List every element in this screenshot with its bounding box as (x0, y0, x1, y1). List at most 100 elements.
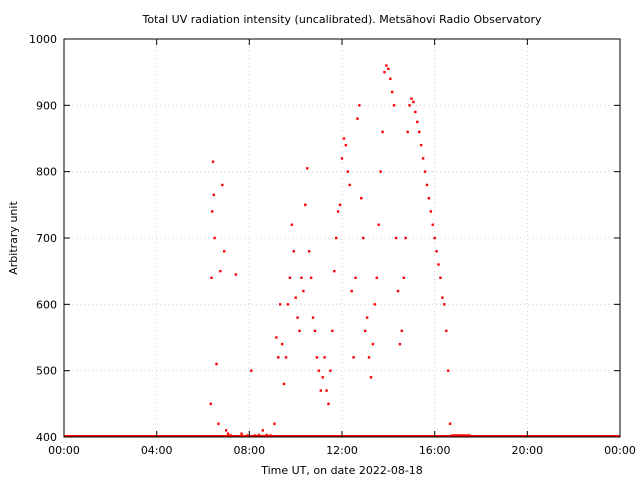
data-point (416, 120, 419, 124)
data-point (456, 434, 460, 437)
data-point (458, 434, 461, 437)
data-point (460, 434, 463, 437)
data-point (402, 276, 405, 279)
data-point (284, 356, 288, 359)
data-point (462, 434, 465, 437)
data-point (306, 167, 309, 170)
data-point (367, 356, 371, 359)
data-point (385, 64, 388, 67)
data-point (329, 369, 332, 372)
data-point (340, 157, 344, 160)
data-point (468, 434, 471, 437)
data-point (464, 434, 467, 437)
data-point (288, 276, 292, 279)
data-point (441, 296, 444, 299)
data-point (333, 269, 336, 273)
data-point (443, 303, 446, 306)
data-point (296, 316, 299, 319)
y-axis-label: Arbitrary unit (7, 201, 20, 275)
data-point (211, 160, 215, 163)
y-tick-label: 400 (36, 431, 57, 444)
data-point (371, 342, 375, 346)
data-point (435, 250, 438, 253)
data-point (352, 356, 355, 359)
data-point (342, 137, 346, 140)
data-point (410, 97, 413, 100)
data-point (466, 434, 469, 437)
data-point (398, 342, 402, 346)
data-point (363, 329, 367, 333)
data-point (325, 389, 328, 392)
data-point (226, 432, 230, 435)
data-point (389, 77, 392, 80)
data-point (309, 276, 313, 279)
y-tick-label: 500 (36, 365, 57, 378)
data-point (437, 263, 440, 266)
data-point (406, 130, 409, 134)
data-point (354, 276, 357, 279)
axis-ticks: 00:00 04:00 08:00 12:00 16:00 20:00 00:0040050… (29, 33, 636, 457)
data-point (356, 117, 359, 120)
y-tick-label: 900 (36, 99, 57, 112)
data-point (286, 303, 290, 306)
data-point (431, 223, 434, 226)
data-point (261, 429, 265, 432)
data-point (275, 336, 278, 339)
data-point (327, 402, 330, 406)
y-tick-label: 700 (36, 232, 57, 245)
data-point (439, 276, 442, 279)
data-point (223, 250, 226, 253)
data-point (338, 203, 342, 207)
data-point (315, 356, 319, 359)
data-point (369, 376, 373, 379)
data-point (212, 193, 216, 197)
x-tick-label: 04:00 (141, 444, 173, 457)
data-point (294, 296, 297, 299)
x-axis-label: Time UT, on date 2022-08-18 (260, 464, 423, 477)
data-point (307, 250, 311, 253)
data-point (277, 356, 280, 359)
data-point (454, 434, 458, 437)
data-point (383, 70, 386, 74)
data-point (429, 210, 433, 213)
data-point (273, 422, 276, 425)
data-point (313, 329, 317, 333)
data-point (392, 104, 396, 107)
data-point (213, 236, 216, 240)
data-point (390, 90, 394, 94)
data-point (414, 110, 417, 114)
data-point (400, 329, 404, 333)
data-point (344, 143, 348, 147)
data-point (335, 236, 338, 240)
data-point (452, 434, 456, 437)
data-point (412, 100, 415, 104)
data-point (317, 369, 321, 372)
data-point (427, 197, 431, 200)
data-point (421, 157, 425, 160)
grid-lines (64, 39, 620, 437)
data-point (394, 236, 398, 240)
data-point (219, 269, 222, 273)
data-point (282, 382, 286, 386)
data-point (448, 422, 452, 425)
y-tick-label: 800 (36, 166, 57, 179)
data-point (348, 183, 351, 187)
data-point (229, 434, 232, 437)
data-point (298, 329, 301, 333)
data-point (375, 276, 378, 279)
data-point (362, 236, 365, 240)
data-point (215, 362, 218, 366)
data-point (358, 104, 361, 107)
data-point (350, 289, 353, 293)
data-point (209, 402, 212, 406)
data-point (269, 434, 272, 437)
data-point (234, 273, 238, 276)
data-point (280, 342, 284, 346)
data-point (445, 329, 448, 333)
data-point (418, 130, 421, 134)
data-point (304, 203, 307, 207)
data-point (323, 356, 326, 359)
data-point (408, 104, 411, 107)
